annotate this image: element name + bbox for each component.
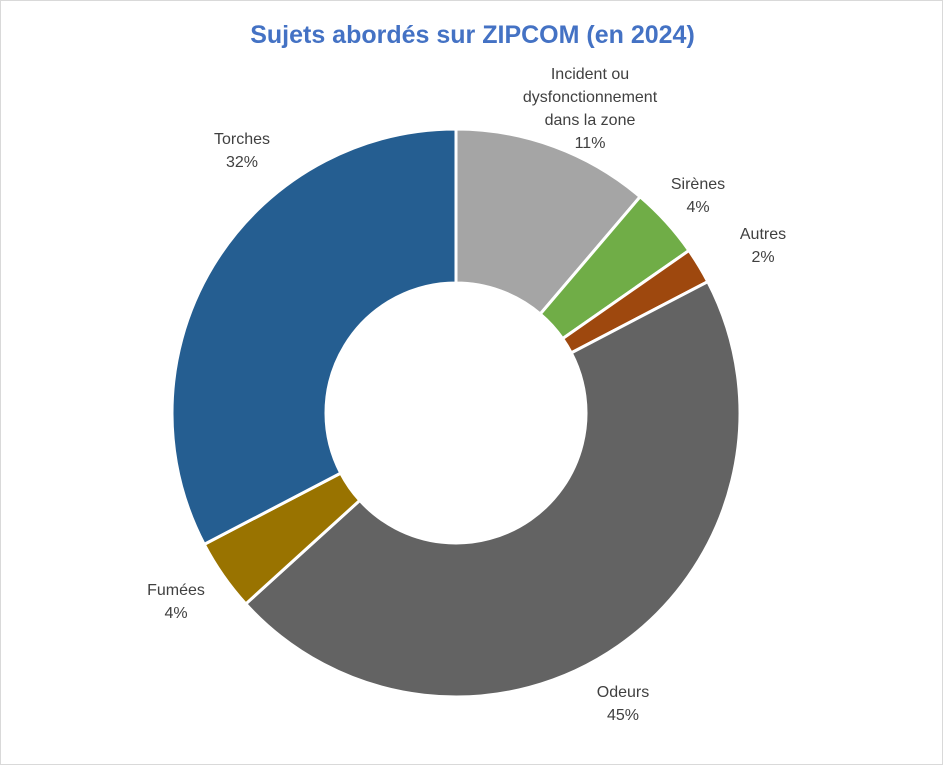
slice-label-3: Odeurs 45% bbox=[597, 684, 649, 724]
slice-0 bbox=[454, 127, 643, 317]
slice-name: dans la zone bbox=[545, 112, 636, 129]
slice-percent: 2% bbox=[751, 249, 774, 266]
slice-5 bbox=[170, 127, 458, 547]
slice-name: Fumées bbox=[147, 582, 205, 599]
donut-slices bbox=[170, 127, 742, 699]
slice-3 bbox=[243, 279, 742, 699]
slice-percent: 11% bbox=[575, 135, 606, 152]
slice-percent: 4% bbox=[686, 199, 709, 216]
slice-label-1: Sirènes 4% bbox=[671, 176, 725, 216]
slice-label-0: Incident ou dysfonctionnement dans la zone… bbox=[523, 66, 658, 152]
slice-name: Incident ou bbox=[551, 66, 629, 83]
slice-label-5: Torches 32% bbox=[214, 131, 270, 171]
slice-label-4: Fumées 4% bbox=[147, 582, 205, 622]
slice-labels: Incident ou dysfonctionnement dans la zone… bbox=[147, 66, 786, 724]
slice-label-2: Autres 2% bbox=[740, 226, 786, 266]
slice-name: Sirènes bbox=[671, 176, 725, 193]
slice-name: Torches bbox=[214, 131, 270, 148]
slice-name: dysfonctionnement bbox=[523, 89, 658, 106]
slice-percent: 45% bbox=[607, 707, 639, 724]
slice-percent: 4% bbox=[164, 605, 187, 622]
chart-title: Sujets abordés sur ZIPCOM (en 2024) bbox=[250, 21, 695, 49]
slice-name: Odeurs bbox=[597, 684, 649, 701]
slice-percent: 32% bbox=[226, 154, 258, 171]
slice-name: Autres bbox=[740, 226, 786, 243]
